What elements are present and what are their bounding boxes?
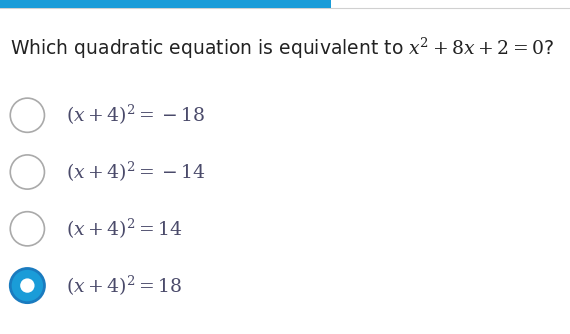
Ellipse shape	[10, 98, 44, 132]
Ellipse shape	[10, 212, 44, 246]
Ellipse shape	[10, 155, 44, 189]
Ellipse shape	[20, 278, 35, 293]
Bar	[0, 0, 331, 8]
Text: Which quadratic equation is equivalent to $x^2 + 8x + 2 = 0$?: Which quadratic equation is equivalent t…	[10, 36, 555, 61]
Ellipse shape	[10, 269, 44, 303]
Text: $(x + 4)^2 = -18$: $(x + 4)^2 = -18$	[66, 103, 205, 127]
Text: $(x + 4)^2 = -14$: $(x + 4)^2 = -14$	[66, 160, 205, 184]
Text: $(x + 4)^2 = 14$: $(x + 4)^2 = 14$	[66, 217, 182, 241]
Text: $(x + 4)^2 = 18$: $(x + 4)^2 = 18$	[66, 274, 182, 298]
